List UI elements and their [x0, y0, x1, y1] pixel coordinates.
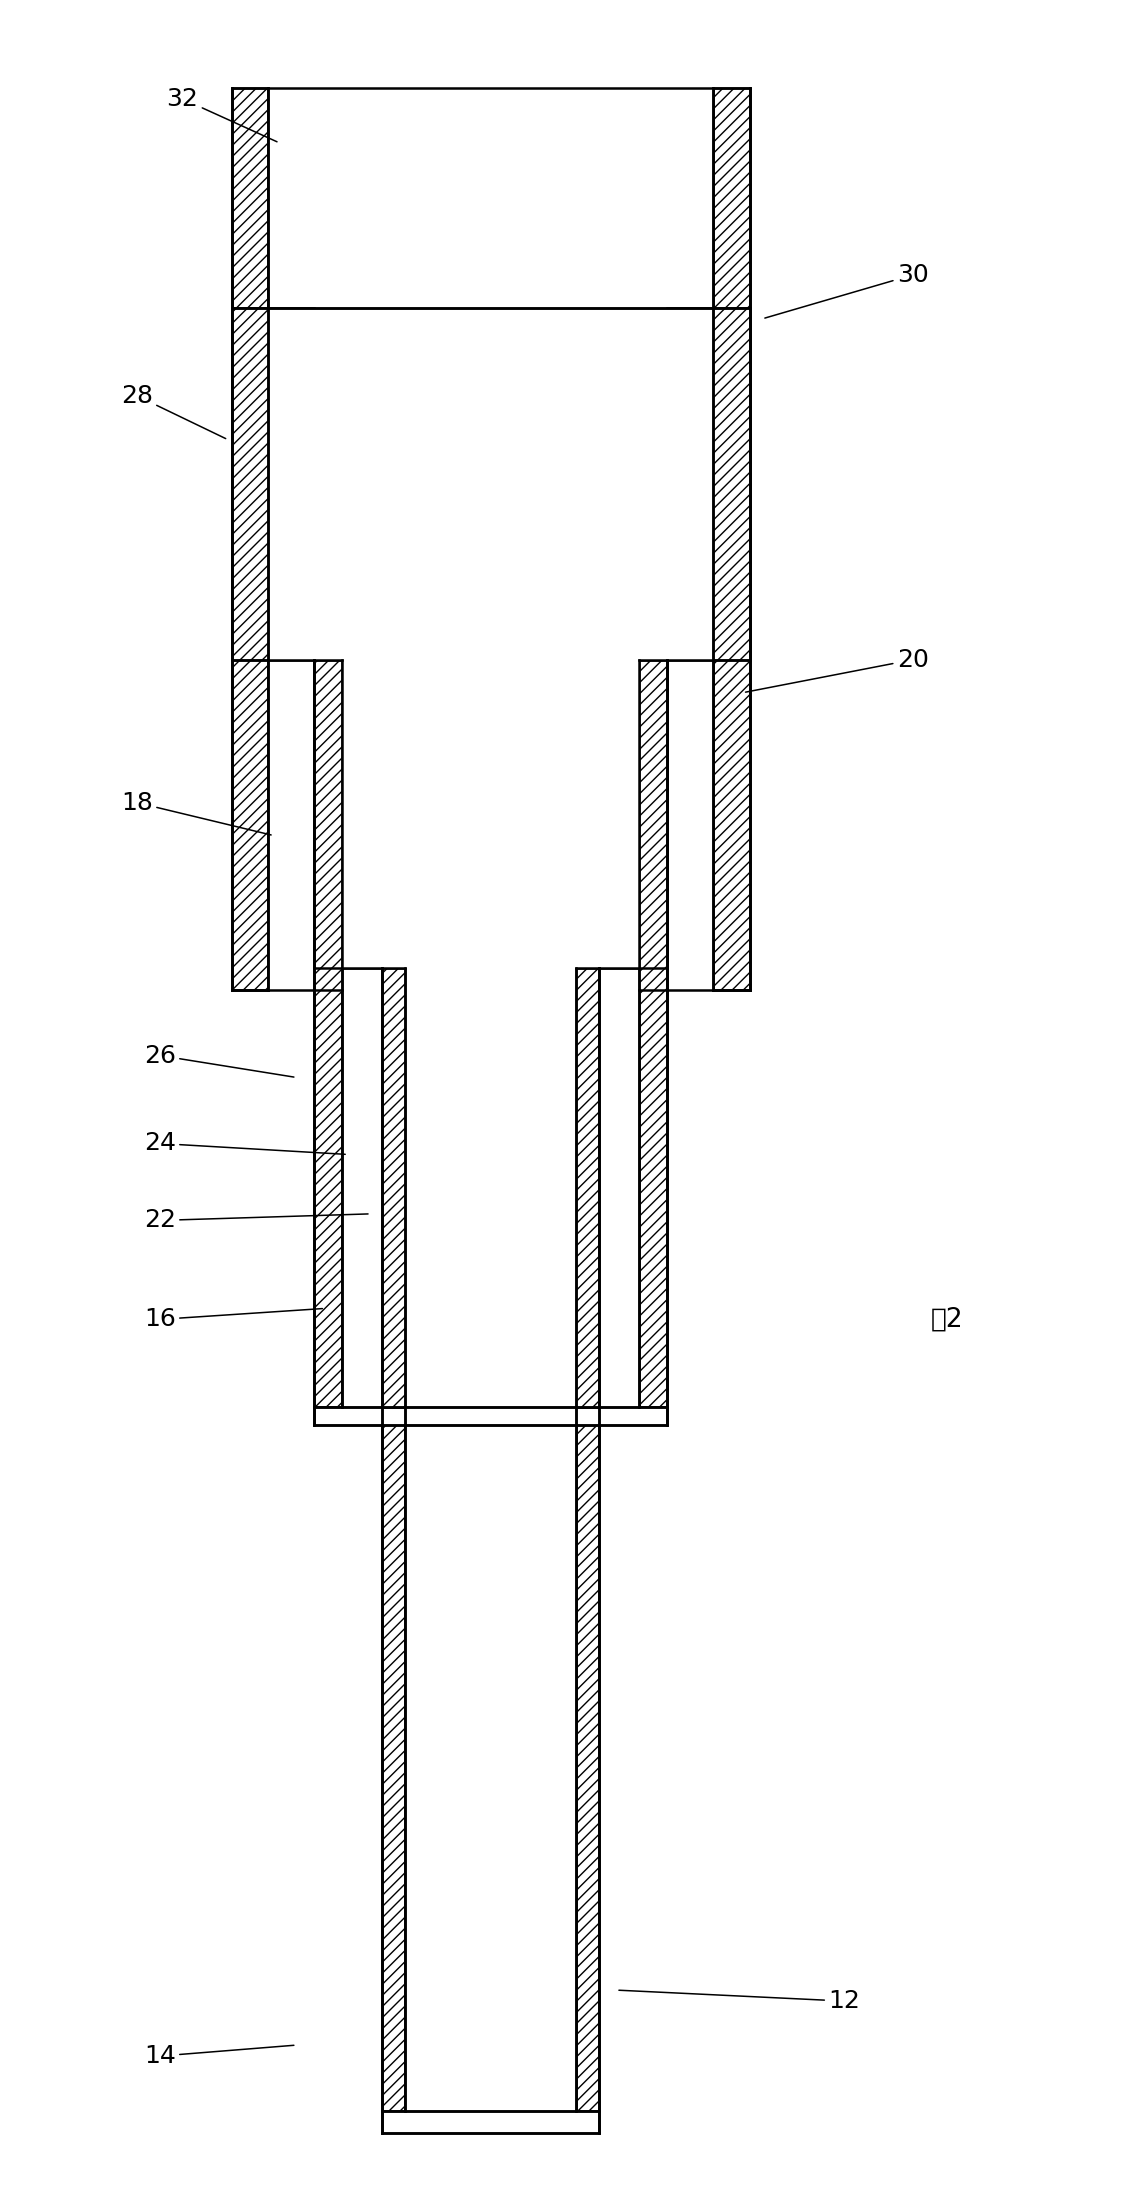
Text: 30: 30 — [764, 264, 929, 319]
Bar — [314, 660, 342, 1407]
Text: 24: 24 — [144, 1132, 346, 1154]
Bar — [639, 660, 667, 990]
Bar — [314, 660, 342, 990]
Text: 26: 26 — [144, 1045, 294, 1078]
Bar — [405, 968, 576, 2111]
Bar — [342, 660, 639, 1407]
Text: 20: 20 — [745, 649, 929, 693]
Text: 图2: 图2 — [931, 1306, 963, 1333]
Text: 28: 28 — [121, 385, 226, 438]
Bar — [382, 968, 405, 1407]
Bar — [232, 308, 268, 990]
Bar — [314, 660, 382, 968]
Bar — [576, 968, 599, 2111]
Bar — [639, 660, 667, 1407]
Bar — [268, 308, 713, 990]
Bar — [382, 2111, 599, 2133]
Text: 18: 18 — [121, 792, 272, 836]
Bar — [232, 88, 268, 308]
Text: 32: 32 — [167, 88, 277, 141]
Bar — [268, 88, 713, 308]
Text: 12: 12 — [618, 1990, 860, 2012]
Text: 16: 16 — [144, 1308, 323, 1330]
Bar — [576, 968, 599, 1407]
Bar — [342, 660, 639, 968]
Bar — [713, 308, 750, 990]
Bar — [599, 660, 667, 968]
Bar — [382, 968, 405, 2111]
Bar — [667, 308, 750, 660]
Bar — [268, 308, 713, 660]
Bar — [314, 1407, 667, 1425]
Bar — [713, 88, 750, 308]
Text: 22: 22 — [144, 1209, 369, 1231]
Text: 14: 14 — [144, 2045, 294, 2067]
Bar — [232, 308, 314, 660]
